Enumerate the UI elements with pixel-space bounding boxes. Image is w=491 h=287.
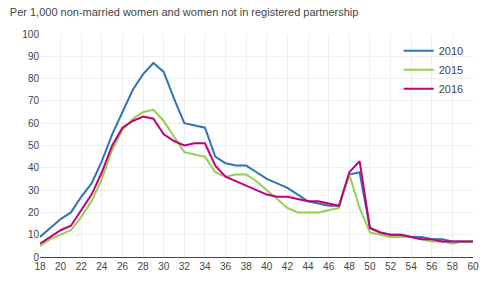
svg-text:22: 22	[76, 261, 88, 272]
svg-text:46: 46	[323, 261, 335, 272]
svg-text:Per 1,000 non-married women an: Per 1,000 non-married women and women no…	[10, 6, 359, 18]
svg-text:60: 60	[467, 261, 479, 272]
svg-text:50: 50	[364, 261, 376, 272]
svg-text:40: 40	[261, 261, 273, 272]
svg-text:56: 56	[426, 261, 438, 272]
svg-text:30: 30	[28, 185, 40, 196]
svg-text:58: 58	[447, 261, 459, 272]
svg-text:48: 48	[344, 261, 356, 272]
svg-text:40: 40	[28, 162, 40, 173]
svg-text:50: 50	[28, 140, 40, 151]
svg-text:2015: 2015	[439, 64, 463, 76]
svg-text:0: 0	[33, 252, 39, 263]
svg-text:60: 60	[28, 118, 40, 129]
svg-text:20: 20	[28, 207, 40, 218]
svg-text:52: 52	[385, 261, 397, 272]
svg-text:26: 26	[117, 261, 129, 272]
svg-text:80: 80	[28, 73, 40, 84]
svg-text:44: 44	[302, 261, 314, 272]
svg-text:42: 42	[282, 261, 294, 272]
svg-text:10: 10	[28, 229, 40, 240]
svg-text:32: 32	[179, 261, 191, 272]
svg-text:30: 30	[158, 261, 170, 272]
svg-text:100: 100	[22, 29, 39, 40]
svg-text:34: 34	[199, 261, 211, 272]
svg-text:38: 38	[241, 261, 253, 272]
svg-text:24: 24	[96, 261, 108, 272]
svg-text:18: 18	[34, 261, 46, 272]
svg-text:28: 28	[138, 261, 150, 272]
svg-text:70: 70	[28, 95, 40, 106]
svg-text:20: 20	[55, 261, 67, 272]
svg-text:36: 36	[220, 261, 232, 272]
svg-text:54: 54	[406, 261, 418, 272]
svg-text:2016: 2016	[439, 83, 463, 95]
svg-text:2010: 2010	[439, 45, 463, 57]
svg-text:90: 90	[28, 51, 40, 62]
